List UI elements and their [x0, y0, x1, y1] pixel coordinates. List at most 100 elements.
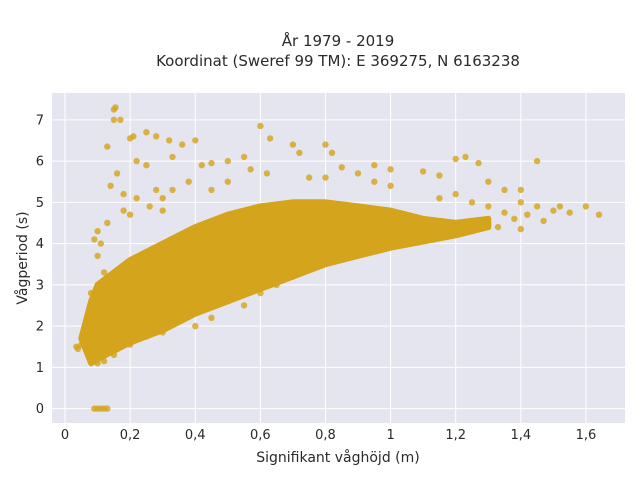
y-axis-label: Vågperiod (s)	[14, 211, 31, 304]
x-tick-label: 0,2	[120, 428, 141, 443]
scatter-point	[120, 190, 127, 198]
scatter-point	[126, 211, 134, 218]
scatter-point	[104, 143, 111, 150]
scatter-point	[169, 153, 176, 161]
scatter-point	[112, 104, 119, 111]
x-tick-label: 1,6	[576, 428, 597, 443]
scatter-point	[436, 172, 443, 179]
scatter-point	[556, 203, 564, 210]
chart-title: År 1979 - 2019	[282, 31, 395, 50]
scatter-point	[273, 281, 280, 288]
scatter-point	[224, 178, 231, 185]
y-tick-label: 0	[36, 402, 44, 417]
scatter-point	[550, 207, 557, 214]
scatter-point	[91, 236, 98, 243]
scatter-point	[159, 329, 166, 336]
scatter-point	[517, 225, 524, 233]
scatter-point	[371, 162, 378, 169]
scatter-point	[86, 310, 93, 317]
chart-subtitle: Koordinat (Sweref 99 TM): E 369275, N 61…	[156, 52, 520, 70]
scatter-point	[83, 347, 90, 354]
scatter-point	[192, 137, 199, 144]
scatter-point	[387, 182, 394, 189]
scatter-point	[120, 207, 127, 214]
scatter-point	[289, 273, 297, 280]
x-axis-ticks: 0 0,2 0,4 0,6 0,8 1 1,2 1,4 1,6	[61, 428, 596, 443]
y-tick-label: 1	[36, 361, 44, 376]
scatter-point	[257, 122, 264, 130]
y-tick-label: 7	[36, 113, 44, 128]
y-tick-label: 2	[36, 320, 44, 335]
scatter-point	[104, 405, 111, 412]
scatter-point	[133, 157, 140, 165]
scatter-point	[322, 141, 329, 148]
scatter-point	[153, 186, 160, 194]
scatter-point	[387, 166, 394, 173]
x-tick-label: 0,8	[315, 428, 336, 443]
scatter-points	[73, 104, 603, 412]
scatter-point	[338, 164, 345, 171]
scatter-point	[354, 170, 362, 177]
scatter-point	[117, 116, 124, 124]
x-tick-label: 0,6	[250, 428, 271, 443]
scatter-point	[110, 351, 118, 359]
scatter-point	[104, 219, 111, 227]
x-tick-label: 0	[61, 428, 69, 443]
scatter-point	[208, 186, 215, 194]
dense-point-cloud	[78, 199, 492, 367]
scatter-point	[110, 116, 118, 124]
scatter-point	[436, 195, 443, 202]
scatter-point	[179, 141, 186, 148]
scatter-point	[143, 129, 150, 136]
scatter-point	[582, 203, 590, 210]
scatter-point	[371, 178, 378, 185]
scatter-point	[322, 174, 329, 181]
scatter-point	[87, 289, 95, 297]
y-axis-ticks: 0 1 2 3 4 5 6 7	[36, 113, 44, 417]
scatter-point	[146, 203, 153, 210]
scatter-point	[475, 159, 482, 167]
scatter-point	[247, 166, 254, 173]
scatter-point	[208, 314, 215, 321]
scatter-point	[328, 149, 336, 156]
scatter-point	[524, 211, 531, 218]
scatter-point	[208, 159, 215, 167]
data-region	[73, 104, 603, 412]
scatter-point	[224, 298, 231, 305]
scatter-point	[130, 133, 137, 140]
x-tick-label: 1,2	[445, 428, 466, 443]
scatter-point	[133, 195, 140, 202]
x-tick-label: 0,4	[185, 428, 206, 443]
scatter-point	[107, 182, 114, 189]
scatter-point	[153, 133, 160, 140]
x-tick-label: 1,4	[510, 428, 531, 443]
scatter-point	[517, 199, 524, 206]
scatter-point	[100, 269, 108, 276]
scatter-point	[166, 137, 173, 144]
scatter-point	[306, 174, 313, 181]
scatter-point	[159, 195, 166, 202]
scatter-point	[81, 339, 88, 346]
scatter-point	[143, 333, 150, 340]
scatter-point	[289, 141, 297, 148]
scatter-point	[143, 162, 150, 169]
scatter-point	[266, 135, 274, 142]
scatter-point	[485, 203, 492, 210]
scatter-point	[452, 155, 459, 163]
scatter-point	[540, 217, 547, 225]
y-tick-label: 3	[36, 278, 44, 293]
scatter-point	[192, 322, 199, 330]
scatter-point	[240, 153, 248, 161]
scatter-point	[240, 302, 248, 309]
scatter-point	[185, 178, 192, 185]
scatter-point	[533, 157, 541, 165]
x-tick-label: 1	[386, 428, 394, 443]
scatter-point	[533, 203, 541, 210]
scatter-point	[511, 215, 518, 222]
scatter-point	[94, 360, 101, 367]
scatter-point	[501, 209, 508, 216]
scatter-point	[263, 170, 271, 177]
scatter-point	[126, 341, 134, 348]
scatter-point	[494, 223, 502, 231]
scatter-point	[468, 199, 476, 206]
